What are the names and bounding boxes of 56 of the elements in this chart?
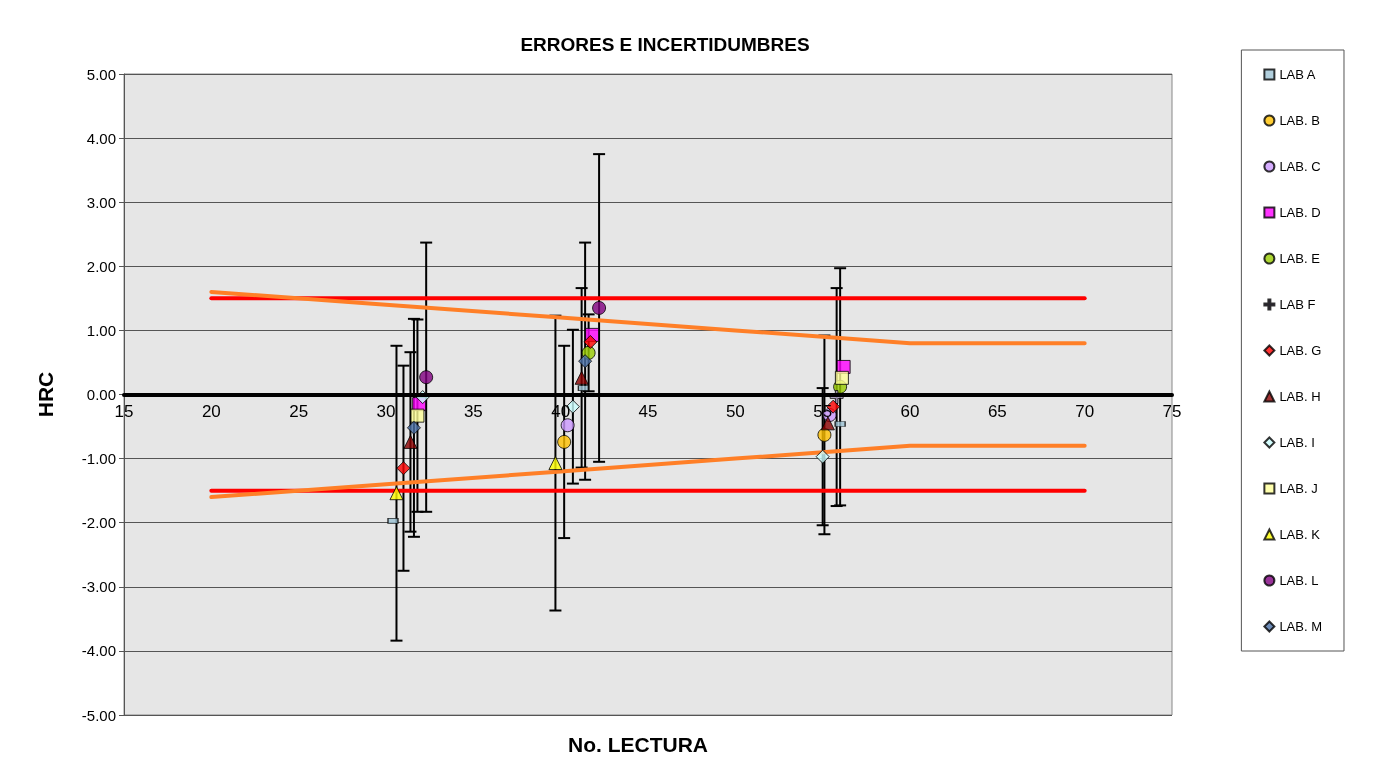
point: [820, 416, 835, 431]
x-tick-label: 65: [987, 401, 1007, 421]
y-tick-label: 2.00: [86, 257, 116, 275]
y-tick-label: 0.00: [86, 386, 116, 403]
point: [389, 486, 404, 501]
legend-label: LAB. G: [1279, 343, 1322, 358]
point: [817, 427, 832, 442]
legend-label: LAB. K: [1279, 527, 1321, 542]
point: [578, 354, 593, 369]
x-tick-label: 25: [289, 401, 309, 421]
legend-label: LAB. J: [1279, 481, 1318, 496]
line-series: [209, 289, 1087, 346]
chart-title: ERRORES E INCERTIDUMBRES: [520, 34, 810, 55]
point: [815, 449, 830, 464]
y-tick-label: 3.00: [86, 193, 116, 211]
point: [592, 300, 607, 315]
x-tick-label: 30: [376, 401, 396, 421]
legend-label: LAB A: [1279, 67, 1316, 82]
legend-label: LAB. D: [1279, 205, 1321, 220]
point: [834, 370, 849, 385]
point: [560, 418, 575, 433]
x-tick-label: 35: [463, 401, 483, 421]
legend-label: LAB. E: [1279, 251, 1321, 266]
point: [396, 461, 411, 476]
x-tick-label: 60: [900, 401, 920, 421]
y-tick-label: -1.00: [81, 450, 116, 468]
point: [548, 456, 563, 471]
x-tick-label: 45: [638, 401, 658, 421]
point: [583, 334, 598, 349]
point: [557, 434, 572, 449]
y-axis-title: HRC: [34, 371, 57, 418]
point: [410, 408, 425, 423]
y-tick-label: 4.00: [86, 129, 116, 147]
x-tick-label: 75: [1162, 401, 1182, 421]
x-tick-label: 50: [725, 401, 745, 421]
legend-label: LAB. H: [1279, 389, 1321, 404]
y-tick-label: -5.00: [81, 706, 116, 724]
point: [574, 370, 589, 385]
y-tick-label: 1.00: [86, 321, 116, 339]
legend-label: LAB. B: [1279, 113, 1320, 128]
legend-label: LAB. L: [1279, 573, 1319, 588]
y-tick-label: -4.00: [81, 642, 116, 660]
y-tick-label: -2.00: [81, 514, 116, 532]
y-tick-label: 5.00: [86, 65, 116, 83]
x-axis-title: No. LECTURA: [567, 733, 708, 756]
point: [406, 420, 421, 435]
point: [419, 370, 434, 385]
legend-label: LAB. I: [1279, 435, 1315, 450]
x-tick-label: 70: [1075, 401, 1095, 421]
legend-label: LAB. C: [1279, 159, 1321, 174]
line-series: [209, 443, 1087, 500]
legend-label: LAB. M: [1279, 619, 1322, 634]
y-tick-label: -3.00: [81, 578, 116, 596]
point: [403, 434, 418, 449]
legend-label: LAB F: [1279, 297, 1316, 312]
x-tick-label: 20: [201, 401, 221, 421]
